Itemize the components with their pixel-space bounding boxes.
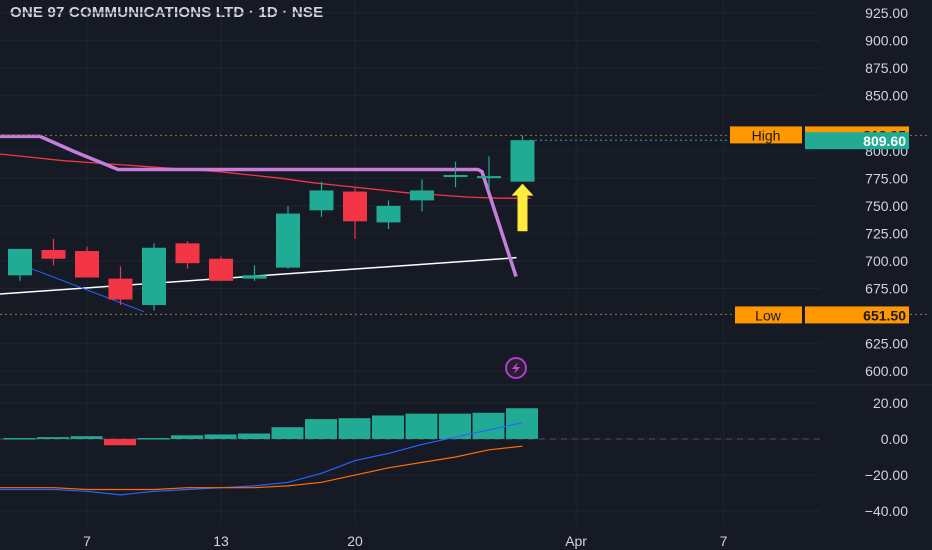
- up-arrow-marker: [511, 183, 534, 232]
- price-tick-label: 600.00: [865, 363, 908, 379]
- trailing-stop-line: [0, 134, 518, 277]
- candle-body: [108, 278, 133, 300]
- swing-line: [19, 263, 145, 313]
- price-tick-label: 750.00: [865, 198, 908, 214]
- indicator-overlays: [0, 134, 531, 313]
- low-label-text: Low: [755, 307, 782, 323]
- candle-body: [477, 176, 501, 179]
- candle-body: [343, 191, 367, 222]
- price-tick-label: 700.00: [865, 253, 908, 269]
- histogram-bar: [37, 437, 69, 439]
- candle-body: [242, 275, 267, 279]
- candle-body: [209, 258, 233, 281]
- histogram-bar: [372, 415, 404, 439]
- macd-tick-label: 20.00: [873, 395, 908, 411]
- candle-body: [276, 213, 300, 268]
- price-tick-label: 900.00: [865, 33, 908, 49]
- high-label-text: High: [752, 127, 781, 143]
- lightning-bolt: [512, 362, 520, 374]
- time-tick-label: 7: [720, 533, 728, 549]
- time-tick-label: Apr: [565, 533, 587, 549]
- time-tick-label: 7: [83, 533, 91, 549]
- price-tick-label: 925.00: [865, 5, 908, 21]
- histogram-bar: [338, 418, 371, 439]
- histogram-bar: [271, 427, 304, 439]
- histogram-bar: [305, 419, 337, 439]
- candle-body: [41, 249, 66, 259]
- candle-body: [510, 140, 535, 182]
- price-axis[interactable]: 925.00900.00875.00850.00800.00775.00750.…: [865, 5, 908, 519]
- price-tick-label: 675.00: [865, 281, 908, 297]
- low-value-box: [805, 306, 909, 324]
- histogram-bar: [171, 435, 203, 439]
- histogram-bar: [137, 438, 170, 440]
- low-label-box: [735, 306, 802, 324]
- candle-body: [8, 248, 32, 276]
- histogram-bar: [506, 408, 538, 439]
- chart-title: ONE 97 COMMUNICATIONS LTD · 1D · NSE: [10, 4, 324, 21]
- price-tick-label: 875.00: [865, 60, 908, 76]
- candle-body: [142, 247, 166, 306]
- signal-line: [0, 445, 523, 491]
- time-tick-label: 20: [347, 533, 363, 549]
- candle-body: [75, 251, 99, 278]
- time-tick-label: 13: [213, 533, 229, 549]
- candles: [8, 135, 535, 311]
- candle-body: [175, 243, 200, 264]
- histogram-bar: [3, 438, 36, 440]
- price-tick-label: 775.00: [865, 170, 908, 186]
- low-value-text: 651.50: [863, 307, 906, 323]
- histogram-bar: [104, 438, 136, 446]
- high-label-box: [730, 126, 802, 144]
- histogram-bar: [204, 434, 237, 439]
- macd-tick-label: −20.00: [865, 467, 908, 483]
- macd-line: [0, 422, 523, 496]
- macd-pane: [0, 408, 538, 496]
- histogram-bar: [70, 436, 103, 439]
- grid-lines: [0, 0, 932, 525]
- macd-tick-label: 0.00: [881, 431, 908, 447]
- price-tick-label: 625.00: [865, 336, 908, 352]
- candle-body: [309, 190, 334, 211]
- time-axis[interactable]: 7 13 20 Apr 7: [83, 533, 728, 549]
- last-price-box: [805, 132, 909, 150]
- candle-body: [443, 175, 468, 178]
- price-tick-label: 725.00: [865, 225, 908, 241]
- last-price-text: 809.60: [863, 133, 906, 149]
- markers: [505, 183, 534, 379]
- moving-average-line: [0, 153, 531, 199]
- histogram-bar: [405, 413, 438, 439]
- histogram-bar: [472, 412, 505, 439]
- histogram-bar: [238, 433, 270, 439]
- macd-tick-label: −40.00: [865, 503, 908, 519]
- price-tick-label: 850.00: [865, 88, 908, 104]
- candle-body: [376, 205, 401, 223]
- candle-body: [410, 190, 434, 201]
